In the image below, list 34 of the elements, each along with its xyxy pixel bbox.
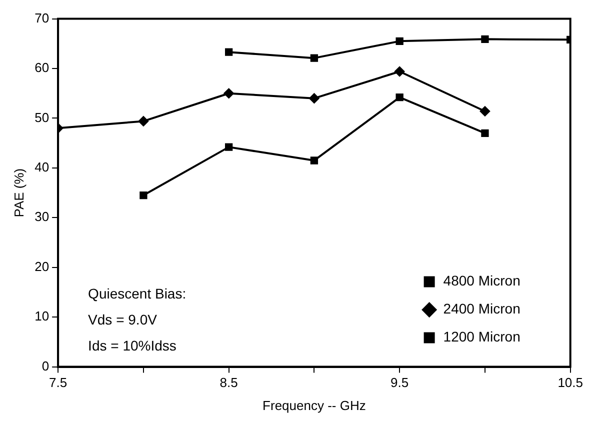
- y-axis-title: PAE (%): [11, 168, 26, 218]
- point: [224, 143, 233, 151]
- legend-label: 2400 Micron: [443, 300, 520, 317]
- annotation: Vds = 9.0V: [88, 312, 158, 328]
- legend-label: 4800 Micron: [443, 272, 520, 289]
- y-tick-label: 40: [34, 160, 50, 175]
- x-tick-label: 10.5: [558, 375, 584, 390]
- annotation: Ids = 10%Idss: [88, 338, 176, 354]
- point: [394, 66, 405, 76]
- x-axis-title: Frequency -- GHz: [262, 398, 366, 413]
- point: [480, 106, 490, 116]
- x-tick-label: 9.5: [390, 375, 409, 390]
- point: [138, 116, 148, 126]
- y-tick-label: 60: [34, 60, 50, 76]
- point: [481, 129, 489, 137]
- point: [396, 94, 404, 102]
- annotation: Quiescent Bias:: [88, 286, 186, 302]
- x-tick-label: 8.5: [220, 375, 238, 390]
- point: [310, 156, 318, 164]
- point: [224, 88, 234, 98]
- y-tick-label: 0: [42, 358, 50, 374]
- y-tick-label: 30: [34, 209, 50, 224]
- y-tick-label: 50: [34, 110, 50, 125]
- point: [224, 48, 233, 56]
- legend-label: 1200 Micron: [443, 328, 520, 345]
- y-tick-label: 20: [34, 258, 50, 274]
- point: [309, 93, 320, 104]
- point: [396, 37, 404, 45]
- x-tick-label: 7.5: [49, 375, 68, 390]
- y-tick-label: 10: [34, 308, 50, 324]
- y-tick-label: 70: [34, 10, 50, 26]
- point: [140, 191, 148, 200]
- point: [481, 35, 489, 44]
- point: [310, 54, 318, 62]
